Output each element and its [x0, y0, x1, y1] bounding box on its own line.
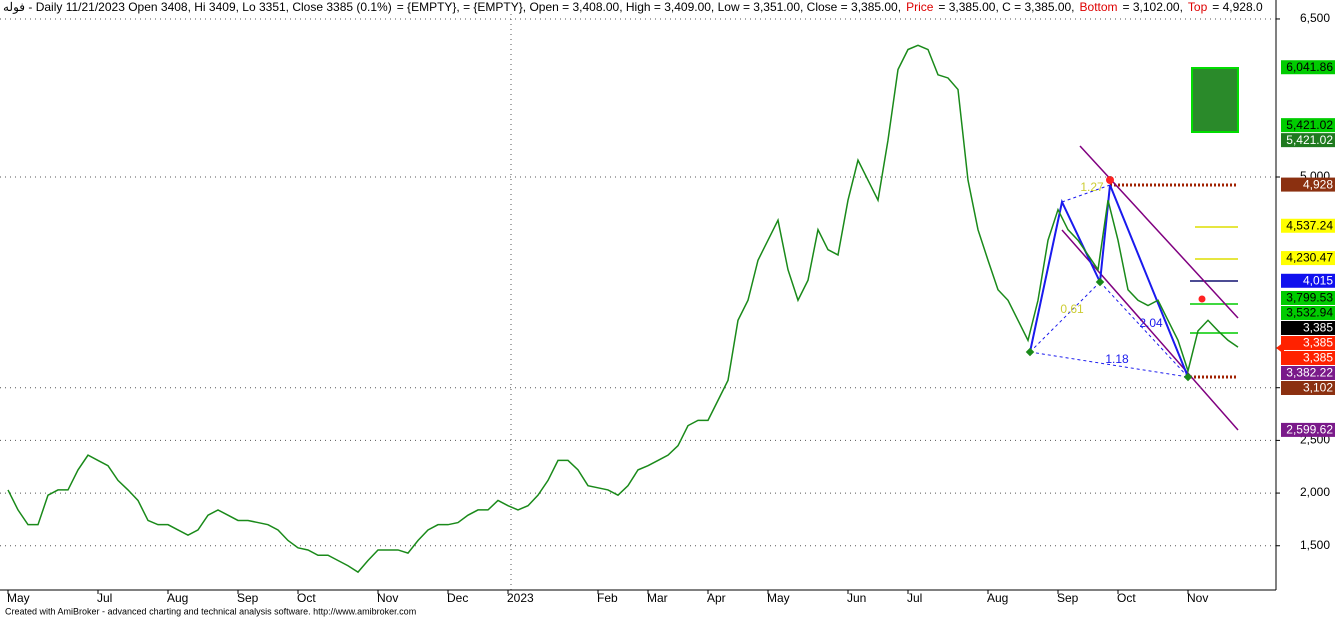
- price-line: [7, 44, 1239, 574]
- price-label-box: [1281, 320, 1335, 335]
- price-label: 2,599.62: [1286, 423, 1333, 437]
- title-segment: Top: [1188, 0, 1208, 14]
- x-tick-label: Sep: [1057, 591, 1079, 605]
- pattern-ratio: 1.27: [1080, 180, 1104, 194]
- pattern-point: [1025, 347, 1035, 357]
- x-tick-label: Apr: [707, 591, 726, 605]
- price-label: 4,230.47: [1286, 251, 1333, 265]
- x-tick-label: Nov: [1187, 591, 1208, 605]
- price-label-box: [1281, 251, 1335, 266]
- price-label-box: [1281, 350, 1335, 365]
- price-label: 4,928: [1303, 177, 1333, 191]
- price-label: 4,015: [1303, 273, 1333, 287]
- channel-line: [1079, 145, 1239, 319]
- x-tick-label: Feb: [597, 591, 618, 605]
- x-tick-label: Nov: [377, 591, 398, 605]
- x-tick-label: May: [7, 591, 30, 605]
- price-label: 4,537.24: [1286, 218, 1333, 232]
- title-segment: = 4,928.0: [1212, 0, 1263, 14]
- title-segment: = 3,385.00, C = 3,385.00,: [938, 0, 1074, 14]
- price-label: 3,385: [1303, 321, 1333, 335]
- price-label-box: [1281, 335, 1335, 350]
- price-label-box: [1281, 290, 1335, 305]
- title: فوله - Daily 11/21/2023 Open 3408, Hi 34…: [3, 0, 1263, 14]
- x-tick-label: Sep: [237, 591, 259, 605]
- x-tick-label: Jul: [97, 591, 112, 605]
- title-segment: Price: [906, 0, 934, 14]
- x-tick-label: Dec: [447, 591, 468, 605]
- price-label: 3,382.22: [1286, 366, 1333, 380]
- title-segment: فوله - Daily 11/21/2023 Open 3408, Hi 34…: [3, 0, 392, 14]
- y-tick-label: 2,000: [1300, 485, 1330, 499]
- price-label: 3,532.94: [1286, 306, 1333, 320]
- pattern-ratios: 1.27 0.61 2.04 1.18: [1060, 180, 1163, 366]
- pattern-dashed: [1029, 281, 1101, 353]
- price-label: 3,799.53: [1286, 291, 1333, 305]
- x-tick-label: May: [767, 591, 790, 605]
- x-tick-label: Jul: [907, 591, 922, 605]
- pattern-ratio: 0.61: [1060, 302, 1084, 316]
- price-label: 5,421.02: [1286, 118, 1333, 132]
- title-segment: = 3,102.00,: [1123, 0, 1183, 14]
- price-label: 3,385: [1303, 336, 1333, 350]
- x-tick-label: Jun: [847, 591, 866, 605]
- x-tick-label: Oct: [297, 591, 316, 605]
- price-label-box: [1281, 273, 1335, 288]
- price-label: 3,385: [1303, 351, 1333, 365]
- target-box: [1191, 67, 1239, 133]
- y-tick-label: 1,500: [1300, 538, 1330, 552]
- price-label-box: [1281, 177, 1335, 192]
- price-label-box: [1281, 133, 1335, 148]
- title-segment: Bottom: [1080, 0, 1118, 14]
- x-tick-label: Aug: [987, 591, 1008, 605]
- price-label-box: [1281, 305, 1335, 320]
- pattern-point: [1095, 277, 1105, 287]
- price-label-box: [1281, 118, 1335, 133]
- footer: Created with AmiBroker - advanced charti…: [5, 606, 416, 616]
- price-label-box: [1281, 380, 1335, 395]
- pattern-dashed: [1029, 351, 1189, 378]
- price-label-box: [1281, 218, 1335, 233]
- price-label: 5,421.02: [1286, 133, 1333, 147]
- pattern-ratio: 1.18: [1105, 352, 1129, 366]
- title-segment: = {EMPTY}, = {EMPTY}, Open = 3,408.00, H…: [397, 0, 901, 14]
- pattern-dashed: [1061, 184, 1111, 203]
- pattern-ratio: 2.04: [1139, 316, 1163, 330]
- price-label: 3,102: [1303, 381, 1333, 395]
- pattern-point: [1198, 295, 1206, 303]
- y-tick-label: 6,500: [1300, 11, 1330, 25]
- pattern-point: [1106, 176, 1114, 184]
- x-tick-label: Mar: [647, 591, 668, 605]
- pattern-point: [1183, 372, 1193, 382]
- price-label-box: [1281, 365, 1335, 380]
- price-label: 6,041.86: [1286, 60, 1333, 74]
- x-tick-label: 2023: [507, 591, 534, 605]
- x-tick-label: Oct: [1117, 591, 1136, 605]
- x-tick-label: Aug: [167, 591, 188, 605]
- price-label-box: [1281, 60, 1335, 75]
- price-label-box: [1281, 422, 1335, 437]
